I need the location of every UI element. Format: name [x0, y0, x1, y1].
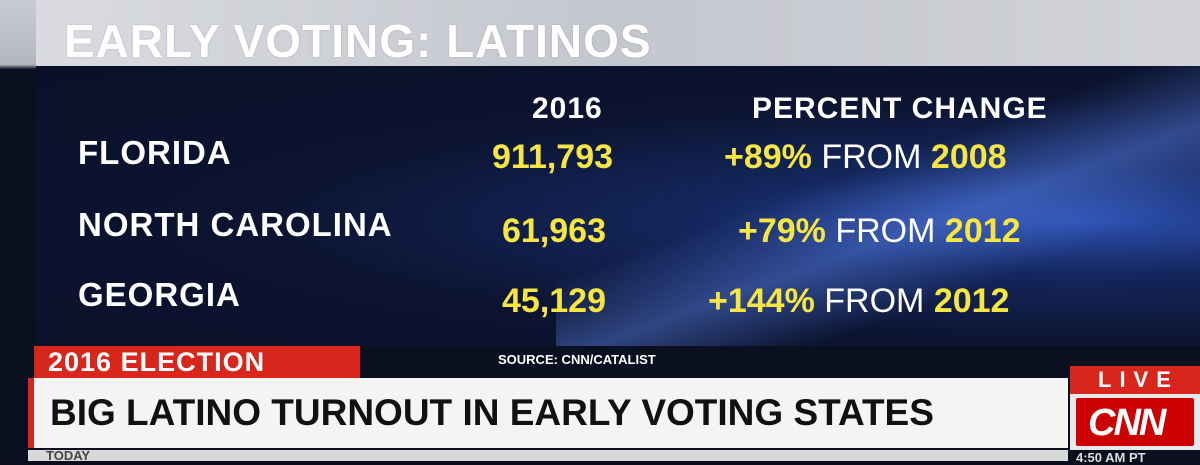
headline-text: BIG LATINO TURNOUT IN EARLY VOTING STATE…	[50, 392, 934, 433]
row-change: +79% FROM 2012	[738, 212, 1021, 251]
row-year: 2012	[944, 212, 1021, 250]
headline-bar: BIG LATINO TURNOUT IN EARLY VOTING STATE…	[28, 378, 1068, 448]
source-credit: SOURCE: CNN/CATALIST	[498, 352, 656, 367]
election-tag: 2016 ELECTION	[34, 346, 360, 380]
ticker-text: TODAY	[46, 448, 91, 463]
row-pct: +144%	[708, 282, 815, 320]
row-value: 45,129	[502, 282, 606, 320]
title-band	[36, 0, 1200, 68]
network-logo: CNN	[1070, 394, 1200, 450]
election-tag-label: 2016 ELECTION	[48, 347, 266, 377]
row-state: GEORGIA	[78, 276, 241, 313]
logo-text: CNN	[1088, 402, 1166, 444]
clock: 4:50 AM PT	[1076, 450, 1146, 465]
data-panel	[36, 66, 1200, 346]
row-from: FROM	[835, 212, 936, 250]
row-state: NORTH CAROLINA	[78, 206, 393, 243]
row-year: 2012	[933, 282, 1010, 320]
background-streak	[556, 66, 1200, 346]
cnn-logo-icon: CNN	[1076, 398, 1194, 446]
row-change: +89% FROM 2008	[724, 138, 1007, 177]
row-pct: +79%	[738, 212, 826, 250]
row-from: FROM	[824, 282, 925, 320]
ticker-bar: TODAY	[28, 448, 1068, 463]
row-from: FROM	[821, 138, 922, 176]
live-label: LIVE	[1098, 367, 1179, 392]
row-state: FLORIDA	[78, 134, 232, 171]
row-year: 2008	[930, 138, 1007, 176]
row-value: 911,793	[492, 138, 614, 176]
header-percent-change: PERCENT CHANGE	[752, 92, 1048, 125]
header-year: 2016	[532, 92, 603, 125]
graphic-title: EARLY VOTING: LATINOS	[64, 15, 652, 67]
row-value: 61,963	[502, 212, 606, 250]
row-change: +144% FROM 2012	[708, 282, 1009, 321]
live-badge: LIVE	[1070, 366, 1200, 394]
row-pct: +89%	[724, 138, 812, 176]
